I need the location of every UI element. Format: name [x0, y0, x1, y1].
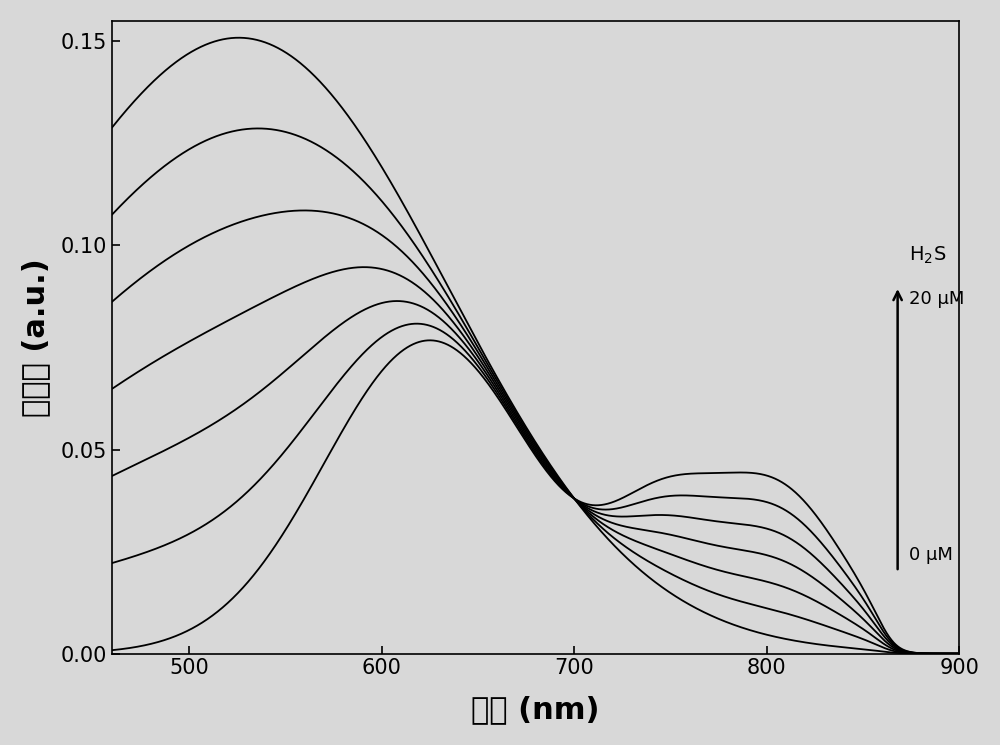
Y-axis label: 吸光度 (a.u.): 吸光度 (a.u.): [21, 258, 50, 416]
Text: 0 μM: 0 μM: [909, 546, 953, 564]
X-axis label: 波长 (nm): 波长 (nm): [471, 695, 600, 724]
Text: H$_2$S: H$_2$S: [909, 244, 947, 266]
Text: 20 μM: 20 μM: [909, 291, 965, 308]
